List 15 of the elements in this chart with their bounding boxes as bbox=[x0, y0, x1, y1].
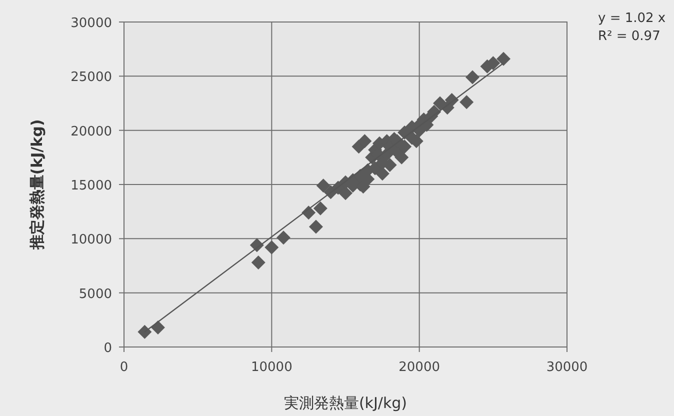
y-tick-label: 0 bbox=[104, 341, 112, 356]
y-tick-label: 15000 bbox=[70, 178, 112, 194]
text: R² = 0.97 bbox=[598, 29, 660, 44]
y-tick-label: 5000 bbox=[78, 286, 112, 302]
x-tick-label: 30000 bbox=[546, 360, 588, 375]
y-tick-label: 30000 bbox=[70, 16, 112, 31]
x-tick-label: 10000 bbox=[250, 360, 292, 375]
y-tick-label: 25000 bbox=[70, 70, 112, 86]
y-tick-label: 10000 bbox=[70, 232, 112, 248]
y-tick-label: 20000 bbox=[70, 124, 112, 140]
x-tick-label: 0 bbox=[120, 360, 128, 375]
y-axis-title: 推定発熱量(kJ/kg) bbox=[28, 119, 46, 251]
text: y = 1.02 x bbox=[598, 11, 666, 26]
x-tick-label: 20000 bbox=[398, 360, 440, 375]
x-axis-title: 実測発熱量(kJ/kg) bbox=[284, 394, 408, 412]
